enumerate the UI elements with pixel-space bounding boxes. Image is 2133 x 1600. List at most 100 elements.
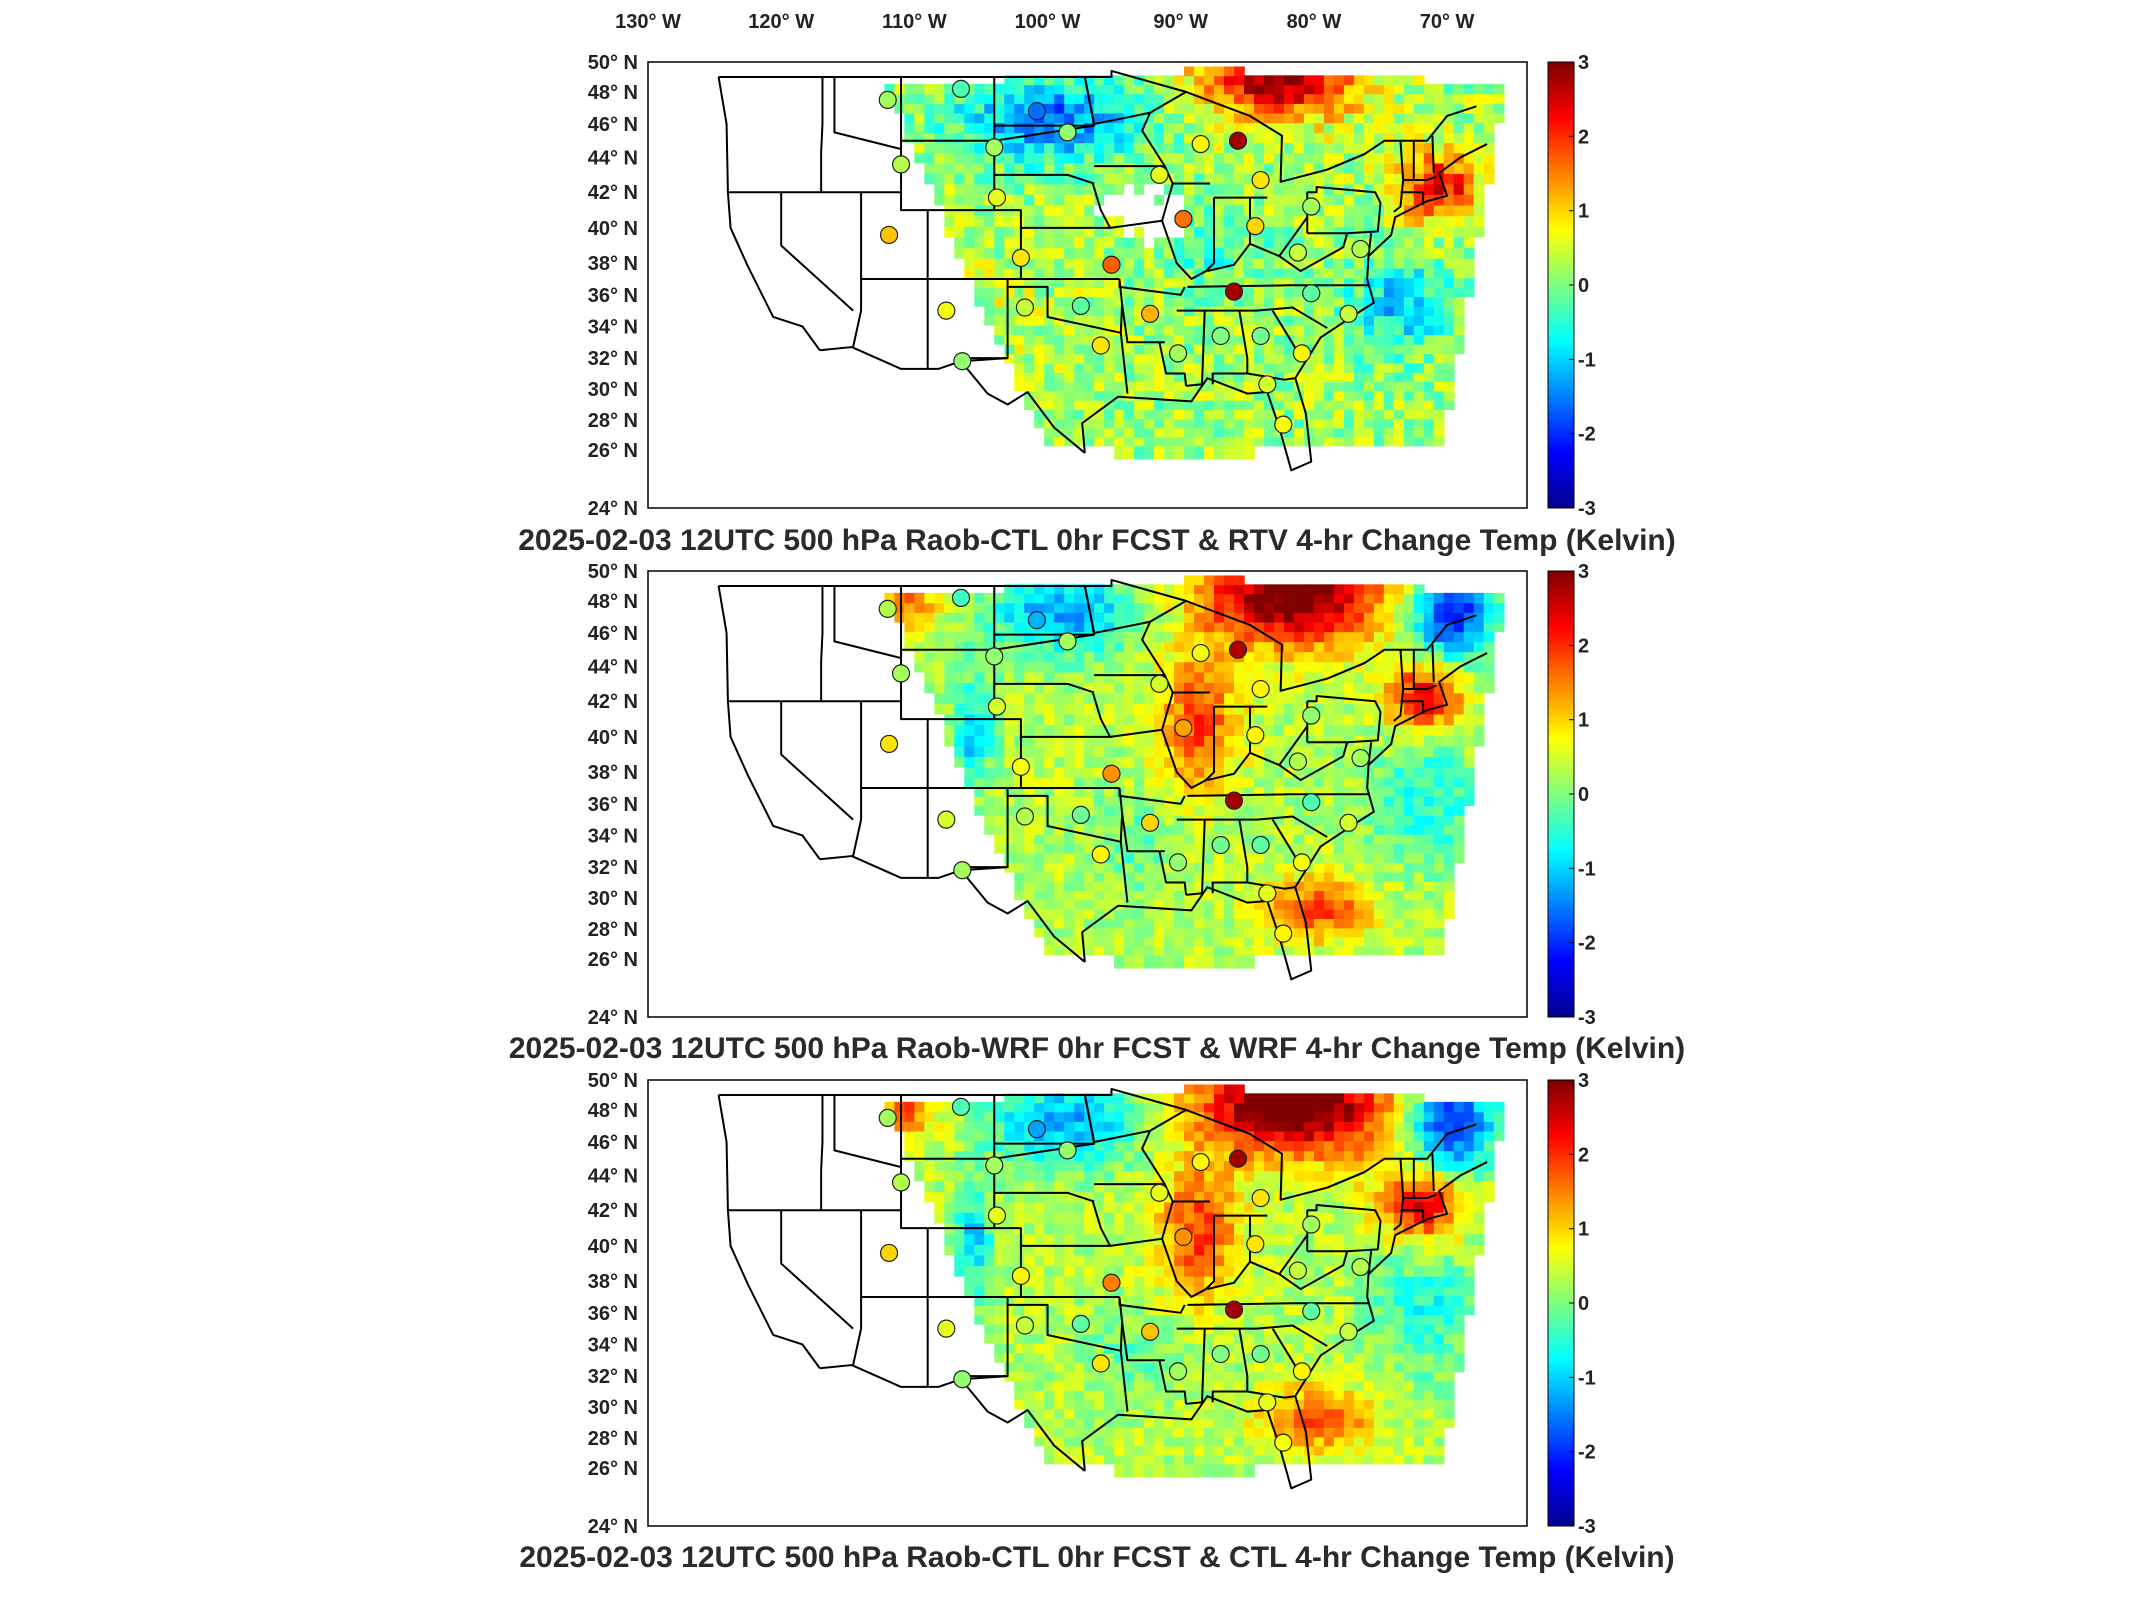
lon-tick-label: 100° W (1015, 11, 1081, 33)
panel-title: 2025-02-03 12UTC 500 hPa Raob-CTL 0hr FC… (518, 524, 1676, 557)
lat-tick-label: 28° N (588, 1428, 638, 1450)
raob-station-marker (1191, 643, 1210, 663)
lat-tick-label: 40° N (588, 727, 638, 749)
lat-tick-label: 50° N (588, 561, 638, 583)
latitude-axis-labels: 50° N 48° N 46° N 44° N 42° N 40° N 38° N 36° N… (588, 52, 638, 520)
raob-station-marker (1228, 131, 1248, 150)
colorbar-tick-label: 0 (1578, 1293, 1589, 1315)
raob-station-marker (937, 301, 956, 320)
raob-station-marker (891, 1173, 911, 1192)
lon-tick-label: 90° W (1153, 11, 1208, 33)
lon-tick-label: 70° W (1420, 11, 1475, 33)
raob-station-marker (1288, 243, 1308, 262)
lat-tick-label: 46° N (588, 623, 638, 645)
colorbar-tick-label: 2 (1578, 126, 1589, 148)
colorbar-tick-label: -2 (1578, 933, 1596, 955)
raob-station-marker (1140, 813, 1160, 832)
colorbar-tick-label: -1 (1578, 1367, 1596, 1389)
raob-station-marker (1102, 1273, 1121, 1292)
lat-tick-label: 42° N (588, 182, 638, 204)
lat-tick-label: 30° N (588, 1397, 638, 1419)
longitude-axis-labels: 130° W 120° W 110° W 100° W 90° W 80° W 70° W (615, 11, 1474, 33)
lat-tick-label: 44° N (588, 656, 638, 678)
raob-station-marker (1339, 304, 1358, 323)
lat-tick-label: 46° N (588, 114, 638, 136)
raob-station-marker (1058, 123, 1077, 142)
raob-station-marker (1058, 1141, 1077, 1160)
state-boundaries (717, 578, 1488, 981)
raob-station-marker (937, 810, 956, 829)
raob-station-marker (1351, 748, 1370, 768)
latitude-axis-labels: 50° N 48° N 46° N 44° N 42° N 40° N 38° N 36° N… (588, 561, 638, 1029)
lat-tick-label: 32° N (588, 348, 638, 370)
raob-station-marker (1091, 1354, 1110, 1373)
raob-station-marker (937, 1319, 956, 1338)
raob-station-marker (1071, 296, 1090, 315)
raob-station-marker (1258, 884, 1277, 903)
raob-station-marker (1228, 1149, 1248, 1168)
raob-station-marker (953, 1370, 972, 1389)
raob-stations (878, 588, 1370, 943)
raob-station-marker (985, 138, 1004, 157)
raob-station-marker (1091, 845, 1110, 864)
raob-station-marker (1211, 326, 1230, 346)
colorbar-tick-label: -1 (1578, 858, 1596, 880)
raob-station-marker (1140, 1322, 1160, 1341)
raob-station-marker (878, 599, 897, 619)
raob-station-marker (1292, 1362, 1312, 1381)
raob-station-marker (1091, 336, 1110, 355)
temperature-change-field (884, 66, 1505, 460)
raob-station-marker (1168, 344, 1188, 363)
raob-station-marker (1211, 835, 1230, 855)
raob-station-marker (1251, 1188, 1270, 1208)
colorbar: 3 2 1 0 -1 -2 -3 (1547, 52, 1596, 520)
lat-tick-label: 42° N (588, 691, 638, 713)
raob-station-marker (1258, 1393, 1277, 1412)
raob-station-marker (1011, 248, 1031, 267)
raob-station-marker (1168, 853, 1188, 872)
raob-stations (878, 79, 1370, 434)
raob-station-marker (987, 697, 1007, 716)
lat-tick-label: 36° N (588, 794, 638, 816)
raob-station-marker (1102, 764, 1121, 783)
raob-station-marker (879, 1243, 899, 1263)
raob-station-marker (1015, 298, 1035, 317)
raob-station-marker (1150, 165, 1169, 184)
colorbar-tick-label: 1 (1578, 1219, 1589, 1241)
raob-station-marker (879, 225, 899, 245)
lat-tick-label: 24° N (588, 1007, 638, 1029)
raob-station-marker (1150, 674, 1169, 693)
colorbar-tick-label: 0 (1578, 275, 1589, 297)
lon-tick-label: 120° W (748, 11, 814, 33)
raob-station-marker (1292, 344, 1312, 363)
raob-station-marker (1027, 611, 1046, 630)
lat-tick-label: 50° N (588, 1070, 638, 1092)
raob-station-marker (1071, 1314, 1090, 1333)
lat-tick-label: 46° N (588, 1132, 638, 1154)
raob-station-marker (985, 647, 1004, 666)
colorbar-tick-label: -1 (1578, 349, 1596, 371)
lat-tick-label: 26° N (588, 440, 638, 462)
colorbar: 3 2 1 0 -1 -2 -3 (1547, 1070, 1596, 1538)
lon-tick-label: 80° W (1287, 11, 1342, 33)
raob-station-marker (951, 1097, 971, 1116)
raob-station-marker (1027, 102, 1046, 121)
raob-station-marker (1302, 1302, 1321, 1321)
raob-station-marker (878, 1108, 897, 1128)
raob-station-marker (1211, 1344, 1230, 1364)
colorbar-tick-label: 2 (1578, 1144, 1589, 1166)
raob-station-marker (1302, 706, 1321, 725)
lat-tick-label: 26° N (588, 1458, 638, 1480)
raob-station-marker (1191, 1152, 1210, 1172)
raob-station-marker (1258, 375, 1277, 394)
colorbar-tick-label: -3 (1578, 498, 1596, 520)
raob-station-marker (891, 155, 911, 174)
lat-tick-label: 44° N (588, 1165, 638, 1187)
latitude-axis-labels: 50° N 48° N 46° N 44° N 42° N 40° N 38° N 36° N… (588, 1070, 638, 1538)
raob-station-marker (1224, 282, 1244, 301)
lat-tick-label: 38° N (588, 762, 638, 784)
raob-station-marker (953, 352, 972, 371)
lat-tick-label: 32° N (588, 1366, 638, 1388)
raob-station-marker (1251, 835, 1270, 855)
raob-station-marker (1150, 1183, 1169, 1202)
